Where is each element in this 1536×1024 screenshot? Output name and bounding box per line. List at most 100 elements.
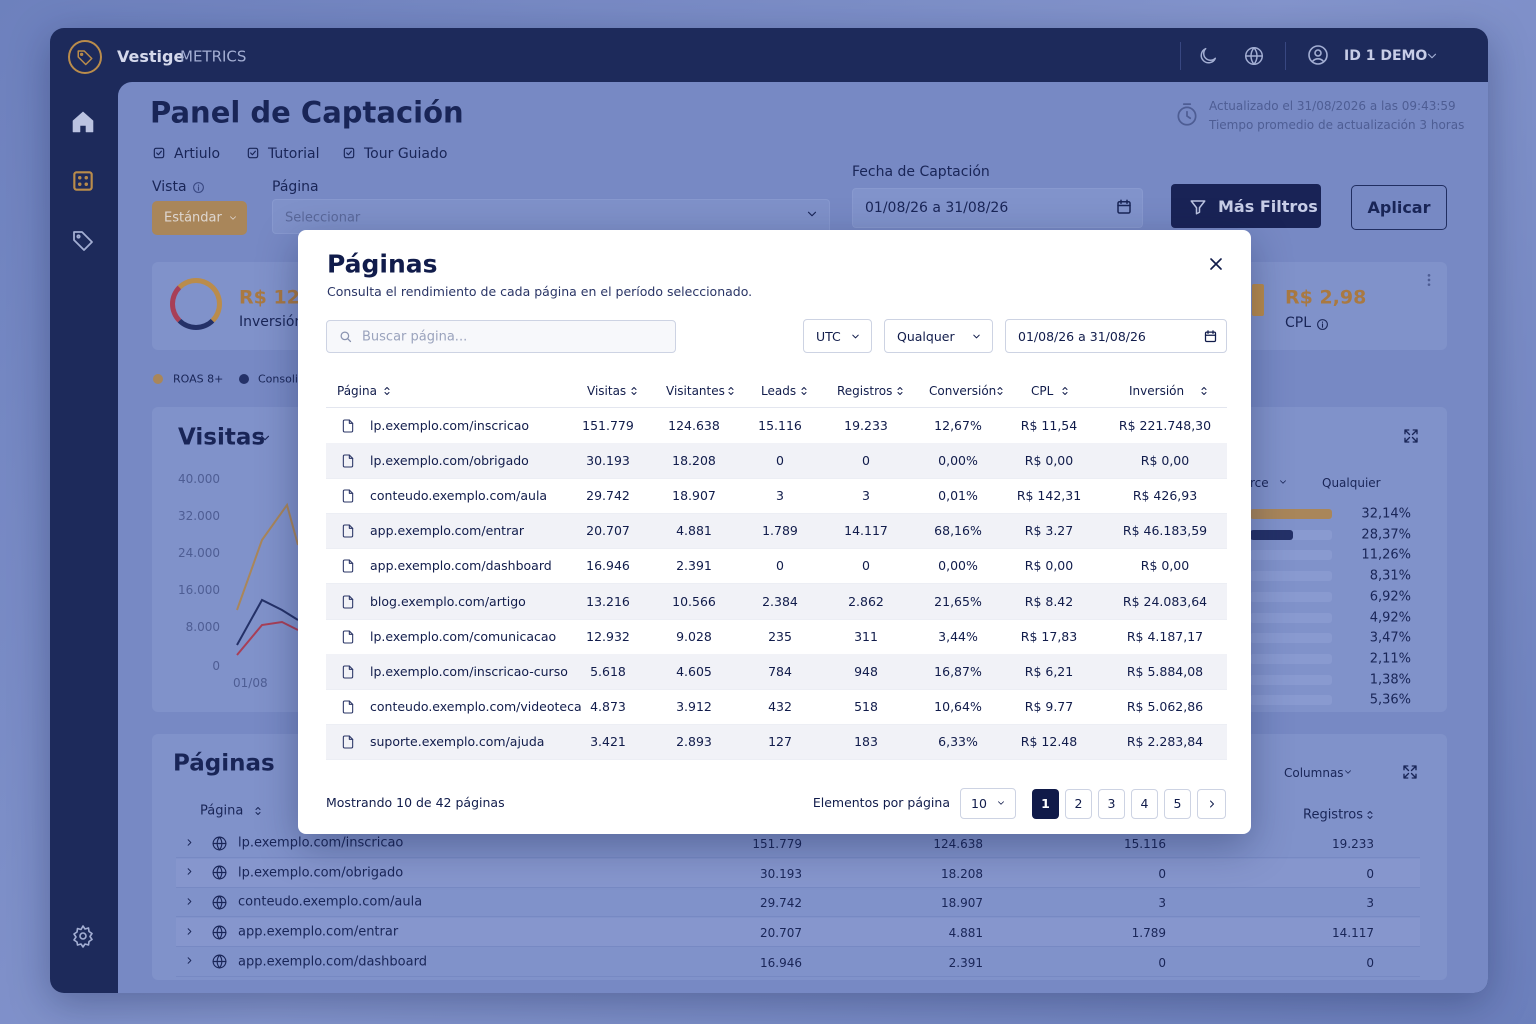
page-title: Panel de Captación [150,95,464,130]
expand-icon[interactable] [1401,763,1419,781]
sort-icon [728,387,734,395]
search-input[interactable] [326,320,676,353]
nav-dashboard[interactable] [70,168,96,194]
page-number[interactable]: 2 [1074,795,1083,811]
cell-value: R$ 0,00 [1140,558,1190,574]
expand-row[interactable] [184,896,195,907]
more-filters-label[interactable]: Más Filtros [1218,197,1318,216]
expand-row[interactable] [184,866,195,877]
column-header[interactable]: Visitantes [666,384,725,398]
column-header[interactable]: Registros [837,384,893,398]
apply-button[interactable] [1351,185,1447,230]
page-button[interactable] [1032,789,1059,819]
page-url[interactable]: lp.exemplo.com/comunicacao [370,628,557,644]
column-header[interactable]: Conversión [929,384,997,398]
cell-value: 4.881 [948,926,983,941]
page-button[interactable] [1164,789,1191,819]
row-line [326,583,1227,584]
column-header[interactable]: Leads [761,384,797,398]
checkbox[interactable] [246,146,260,160]
user-name[interactable]: ID 1 DEMO [1344,48,1428,64]
cell-value: 10,64% [934,698,982,714]
cell-value: 2.862 [848,593,884,609]
page-url[interactable]: lp.exemplo.com/inscricao-curso [370,663,568,679]
cell-value: 30.193 [760,866,802,881]
theme-toggle[interactable] [1197,45,1219,67]
cell-value: 29.742 [760,896,802,911]
columns-button[interactable]: Columnas [1284,766,1344,780]
page-url[interactable]: suporte.exemplo.com/ajuda [370,734,545,750]
page-number[interactable]: 4 [1140,795,1149,811]
file-icon [342,700,354,714]
close-button[interactable] [1206,254,1226,274]
cell-value: R$ 24.083,64 [1122,593,1208,609]
filter-value[interactable]: 01/08/26 a 31/08/26 [1018,328,1146,344]
page-url[interactable]: app.exemplo.com/entrar [370,522,525,538]
page-url[interactable]: conteudo.exemplo.com/videoteca [370,698,582,714]
cell-value: 4.881 [676,522,712,538]
cell-value: 2.893 [676,734,712,750]
search-icon [340,331,351,342]
date-value: 01/08/26 a 31/08/26 [865,200,1009,216]
checkbox-label[interactable]: Artiulo [174,146,221,162]
expand-row[interactable] [184,955,195,966]
nav-home[interactable] [70,109,96,135]
cell-value: 9.028 [676,628,712,644]
cell-value: 2.384 [762,593,798,609]
cell-value: 0 [776,452,784,468]
cell-value: 12.932 [586,628,630,644]
page-url[interactable]: app.exemplo.com/dashboard [370,558,552,574]
page-number[interactable]: 1 [1041,795,1050,811]
page-button[interactable] [1065,789,1092,819]
page-url[interactable]: lp.exemplo.com/inscricao [370,417,530,433]
cell-value: 68,16% [934,522,982,538]
page-url: app.exemplo.com/entrar [238,924,399,940]
row-line [326,618,1227,620]
page-url[interactable]: conteudo.exemplo.com/aula [370,487,548,503]
checkbox-label[interactable]: Tour Guiado [364,146,448,162]
page-number[interactable]: 5 [1173,795,1182,811]
language[interactable] [1243,45,1265,67]
share-track [1250,591,1332,602]
nav-settings[interactable] [71,924,95,948]
expand-icon[interactable] [1402,427,1420,445]
page-url[interactable]: lp.exemplo.com/obrigado [370,452,529,468]
cell-value: R$ 46.183,59 [1122,522,1208,538]
expand-row[interactable] [184,926,195,937]
checkbox-label[interactable]: Tutorial [268,146,320,162]
row-line [176,946,1420,948]
user-avatar[interactable] [1306,43,1330,67]
filter-value[interactable]: Qualquer [897,328,955,344]
cell-value: R$ 221.748,30 [1118,417,1212,433]
user-menu[interactable] [1425,49,1439,63]
nav-tags[interactable] [71,228,95,252]
column-header[interactable]: CPL [1031,384,1054,398]
column-header[interactable]: Visitas [587,384,627,398]
page-number[interactable]: 3 [1107,795,1116,811]
chevron [851,334,859,338]
filter-select[interactable] [803,319,872,353]
column-header[interactable]: Página [337,384,377,398]
card-menu[interactable] [1421,272,1437,288]
chevron [972,334,980,338]
filter-label[interactable]: rce [1250,476,1269,490]
next-page-button[interactable] [1197,789,1226,819]
cell-value: 19.233 [1332,837,1374,851]
filter-value[interactable]: UTC [816,328,841,344]
page-button[interactable] [1098,789,1125,819]
checkbox[interactable] [152,146,166,160]
date-input[interactable] [852,188,1143,228]
page-url[interactable]: blog.exemplo.com/artigo [370,593,526,609]
cell-value: 2.391 [676,558,712,574]
checkbox[interactable] [342,146,356,160]
filter-select[interactable] [1005,319,1227,353]
apply-label[interactable]: Aplicar [1367,198,1431,217]
view-value[interactable]: Estándar [164,210,222,226]
column-header[interactable]: Inversión [1129,384,1185,398]
expand-row[interactable] [184,837,195,848]
per-page-value[interactable]: 10 [971,795,987,811]
page-button[interactable] [1131,789,1158,819]
filter-label[interactable]: Qualquier [1322,476,1381,490]
per-page-select[interactable] [960,788,1016,819]
